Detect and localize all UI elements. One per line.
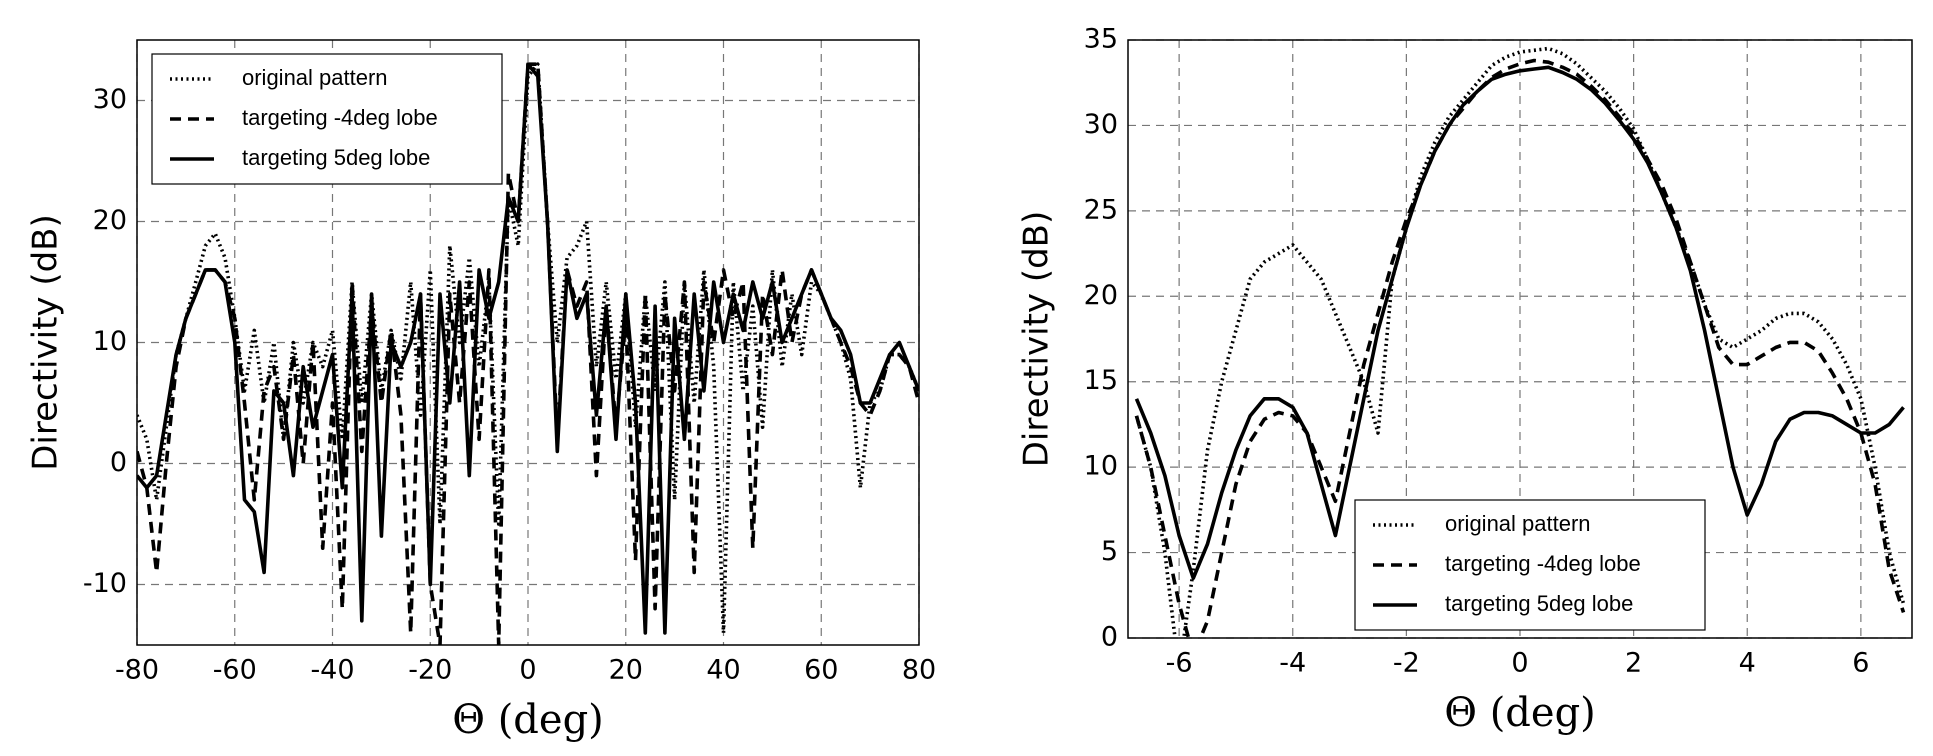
chart: -10 0 10 20 30 -80 -60 -40 -20 0 20 40 60 80 Directivi…: [26, 39, 936, 743]
x-tick-label: 0: [519, 655, 536, 686]
legend-label: targeting -4deg lobe: [242, 105, 438, 130]
y-tick-label: 10: [93, 326, 127, 357]
y-tick-label: 0: [1101, 622, 1118, 653]
legend-label: targeting 5deg lobe: [1445, 591, 1633, 616]
legend-label: targeting 5deg lobe: [242, 145, 430, 170]
x-axis-label: Θ (deg): [452, 697, 604, 743]
y-tick-label: 0: [110, 447, 127, 478]
x-tick-label: 2: [1625, 648, 1642, 679]
x-tick-label: -80: [115, 655, 159, 686]
x-tick-label: -60: [213, 655, 257, 686]
x-axis-label: Θ (deg): [1444, 690, 1596, 736]
y-tick-label: -10: [83, 568, 127, 599]
y-tick-label: 15: [1084, 365, 1118, 396]
chart: 0 5 10 15 20 25 30 35 -6 -4 -2 0 2 4 6 Directivity (dB)…: [1017, 24, 1913, 736]
series-line: [1134, 58, 1906, 638]
y-tick-label: 30: [93, 84, 127, 115]
x-tick-label: 80: [902, 655, 936, 686]
y-tick-label: 25: [1084, 194, 1118, 225]
series-line: [137, 62, 919, 635]
plot-lines: [137, 62, 919, 645]
legend-label: targeting -4deg lobe: [1445, 551, 1641, 576]
legend-label: original pattern: [242, 65, 388, 90]
x-tick-label: 4: [1739, 648, 1756, 679]
x-tick-label: 40: [706, 655, 740, 686]
plot-lines: [1134, 46, 1906, 638]
y-tick-label: 5: [1101, 536, 1118, 567]
x-tick-label: -4: [1279, 648, 1306, 679]
x-tick-label: 60: [804, 655, 838, 686]
legend-label: original pattern: [1445, 511, 1591, 536]
y-axis-label: Directivity (dB): [26, 214, 66, 471]
legend: original pattern targeting -4deg lobe targ…: [1354, 499, 1706, 631]
y-tick-label: 20: [1084, 280, 1118, 311]
plot-frame: [1127, 39, 1913, 639]
x-tick-label: -2: [1393, 648, 1420, 679]
x-tick-label: 0: [1511, 648, 1528, 679]
y-tick-label: 30: [1084, 109, 1118, 140]
legend: original pattern targeting -4deg lobe targ…: [151, 53, 503, 185]
y-tick-label: 35: [1084, 24, 1118, 55]
x-tick-label: -40: [310, 655, 354, 686]
series-line: [1134, 65, 1905, 580]
y-tick-label: 10: [1084, 451, 1118, 482]
y-tick-label: 20: [93, 205, 127, 236]
legend-box: [1354, 499, 1706, 631]
y-axis-label: Directivity (dB): [1017, 211, 1057, 468]
x-tick-label: 6: [1852, 648, 1869, 679]
plot-frame: [136, 39, 920, 646]
x-tick-label: 20: [609, 655, 643, 686]
series-line: [1134, 46, 1906, 638]
x-tick-label: -20: [408, 655, 452, 686]
x-tick-label: -6: [1166, 648, 1193, 679]
